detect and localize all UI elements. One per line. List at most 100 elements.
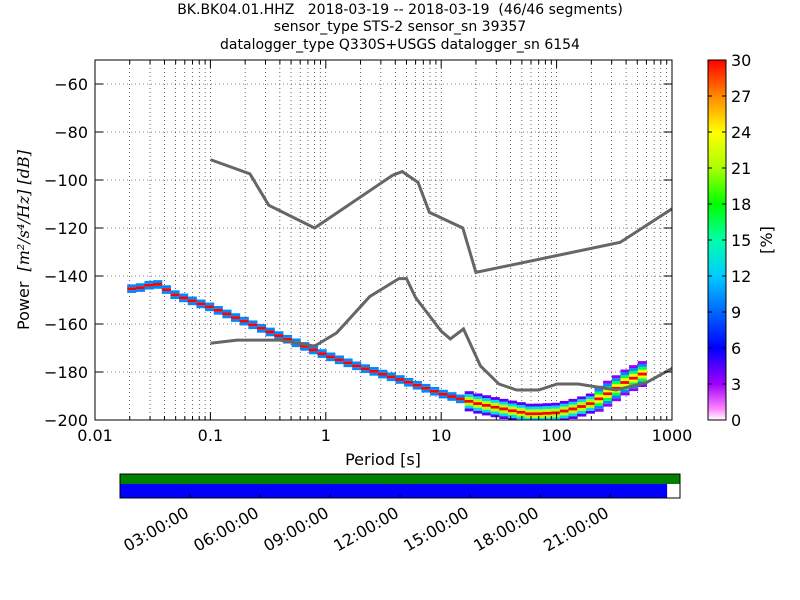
psd-cell <box>507 403 518 407</box>
psd-cell <box>378 375 388 379</box>
psd-cell <box>127 287 137 291</box>
psd-cell <box>438 395 448 399</box>
psd-cell <box>213 308 223 312</box>
psd-cell <box>594 400 604 404</box>
psd-cell <box>430 392 440 396</box>
y-tick-label: −140 <box>44 267 88 286</box>
psd-cell <box>473 402 483 405</box>
psd-cell <box>256 324 267 327</box>
psd-cell <box>611 392 621 396</box>
psd-cell <box>585 405 595 408</box>
psd-cell <box>568 416 578 420</box>
x-tick-label: 10 <box>431 426 451 445</box>
psd-cell <box>620 383 630 387</box>
psd-cell <box>603 395 613 399</box>
psd-cell <box>577 410 587 414</box>
psd-cell <box>447 395 457 398</box>
psd-cell <box>490 405 500 409</box>
y-axis: −200 −180 −160 −140 −120 −100 −80 −60 <box>44 75 672 430</box>
timeline-tick-label: 09:00:00 <box>260 503 332 555</box>
psd-cell <box>196 302 206 306</box>
psd-cell <box>533 412 544 416</box>
psd-cell <box>386 375 396 379</box>
psd-cell <box>360 364 370 368</box>
psd-cell <box>369 369 379 373</box>
psd-cell <box>481 409 492 413</box>
psd-cell <box>637 375 647 379</box>
psd-cell <box>265 327 275 331</box>
psd-cell <box>343 364 353 368</box>
psd-cell <box>430 389 440 393</box>
psd-cell <box>222 315 232 319</box>
psd-cell <box>205 302 215 306</box>
psd-cell <box>594 403 604 406</box>
psd-cell <box>161 291 171 294</box>
x-tick-label: 1 <box>321 426 331 445</box>
psd-cell <box>265 330 275 334</box>
psd-cell <box>542 414 552 418</box>
colorbar-tick-label: 15 <box>731 231 751 250</box>
psd-cell <box>360 370 370 373</box>
x-axis: 0.01 0.1 1 10 100 1000 <box>77 60 692 445</box>
x-tick-label: 0.1 <box>198 426 223 445</box>
colorbar-tick-label: 6 <box>731 339 741 358</box>
psd-cell <box>507 412 518 416</box>
y-tick-label: −160 <box>44 315 88 334</box>
colorbar-label: [%] <box>757 226 776 254</box>
psd-cell <box>534 421 543 424</box>
psd-cell <box>507 409 518 413</box>
psd-cell <box>490 397 500 400</box>
psd-cell <box>542 417 552 420</box>
psd-cell <box>213 306 223 309</box>
colorbar-axis: 0 3 6 9 12 15 18 21 24 27 30 <box>708 51 751 430</box>
psd-cell <box>559 415 570 419</box>
psd-cell <box>490 399 500 403</box>
psd-cell <box>395 378 405 381</box>
psd-cell <box>144 280 154 284</box>
x-tick-label: 1000 <box>652 426 693 445</box>
psd-cell <box>144 286 154 290</box>
psd-cell <box>291 338 301 342</box>
psd-cell <box>464 408 474 412</box>
psd-cell <box>179 293 189 297</box>
psd-cell <box>568 401 578 405</box>
colorbar-tick-label: 18 <box>731 195 751 214</box>
psd-cell <box>282 334 293 338</box>
psd-cell <box>369 367 379 370</box>
psd-cell <box>637 361 647 364</box>
svg-text:Power [m²/s⁴/Hz] [dB]: Power [m²/s⁴/Hz] [dB] <box>14 149 33 330</box>
psd-cell <box>585 396 595 400</box>
psd-cell <box>187 302 197 306</box>
psd-cell <box>542 411 552 415</box>
chart-title-line-3: datalogger_type Q330S+USGS datalogger_sn… <box>220 37 580 53</box>
psd-cell <box>620 372 630 376</box>
psd-cell <box>239 319 249 323</box>
psd-cell <box>516 416 526 420</box>
psd-cell <box>231 313 241 317</box>
psd-cell <box>525 412 535 416</box>
psd-cell <box>481 412 492 416</box>
psd-cell <box>404 377 414 381</box>
psd-cell <box>507 415 518 418</box>
x-tick-label: 100 <box>541 426 572 445</box>
psd-cell <box>248 320 258 324</box>
psd-cell <box>533 406 544 410</box>
psd-cell <box>135 286 145 290</box>
psd-cell <box>153 285 163 289</box>
psd-cell <box>499 404 509 408</box>
psd-cell <box>343 361 353 365</box>
psd-cell <box>334 355 345 359</box>
psd-cell <box>369 372 379 376</box>
psd-cell <box>551 414 561 418</box>
timeline-tick-label: 18:00:00 <box>470 503 542 555</box>
psd-cell <box>629 388 639 392</box>
psd-cell <box>481 395 492 399</box>
psd-cell <box>620 389 630 393</box>
psd-cell <box>412 383 422 387</box>
psd-cell <box>274 331 284 335</box>
psd-cell <box>577 413 587 417</box>
psd-cell <box>456 397 466 401</box>
psd-cell <box>551 417 561 420</box>
psd-cell <box>499 401 509 405</box>
psd-cell <box>412 386 422 390</box>
